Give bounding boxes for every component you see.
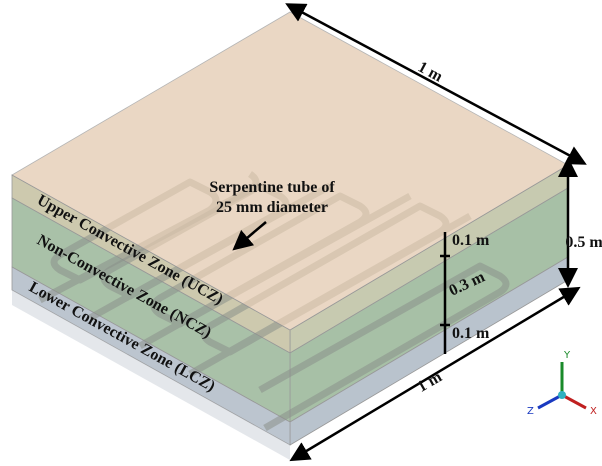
axis-label: Y [563,350,571,361]
origin [558,391,566,399]
dim-label: 1 m [415,368,446,396]
tube-label: Serpentine tube of [209,179,335,196]
axis-label: X [590,406,597,417]
tube-label: 25 mm diameter [216,199,328,216]
z-axis [538,395,562,408]
dim-label: 0.1 m [452,325,490,342]
axis-label: Z [527,406,534,417]
dim-label: 0.5 m [565,234,602,251]
x-axis [562,395,586,408]
diagram: 1 m 0.5 m 0.1 m 0.3 m 0.1 m 1 m Serpenti… [0,0,602,466]
dim-label: 1 m [415,59,446,86]
axis-triad: Y Z X [527,350,597,417]
dim-label: 0.1 m [452,232,490,249]
